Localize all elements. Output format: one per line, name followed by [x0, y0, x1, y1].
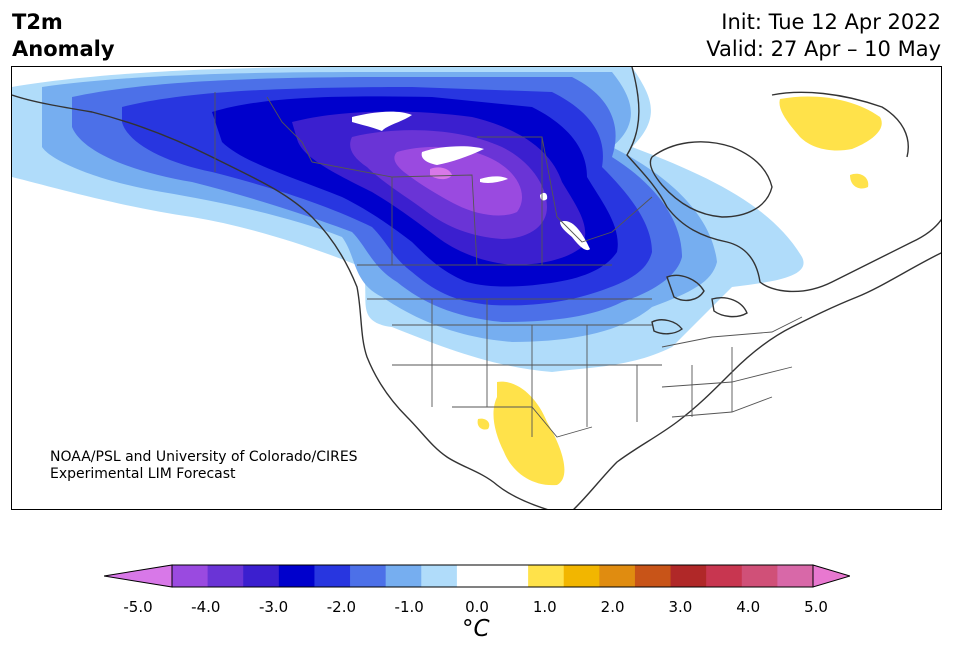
colorbar-swatch	[528, 565, 565, 587]
forecast-dates: Init: Tue 12 Apr 2022 Valid: 27 Apr – 10…	[706, 9, 941, 63]
title-line-2: Anomaly	[12, 37, 115, 61]
credit-text: NOAA/PSL and University of Colorado/CIRE…	[50, 449, 358, 483]
map-canvas	[12, 67, 941, 509]
colorbar-tick-label: -1.0	[394, 598, 424, 616]
init-date: Init: Tue 12 Apr 2022	[721, 10, 941, 34]
colorbar-extend-high	[812, 564, 850, 588]
colorbar-swatch	[207, 565, 244, 587]
colorbar-extend-low	[104, 564, 173, 588]
colorbar-tick-label: 3.0	[668, 598, 693, 616]
credit-line-1: NOAA/PSL and University of Colorado/CIRE…	[50, 449, 358, 465]
colorbar-frame	[171, 564, 814, 588]
colorbar-swatch	[670, 565, 707, 587]
colorbar-swatch	[314, 565, 351, 587]
colorbar-tick-label: 5.0	[804, 598, 828, 616]
colorbar-swatch	[706, 565, 743, 587]
colorbar-tick-label: -4.0	[191, 598, 221, 616]
colorbar-swatch	[278, 565, 315, 587]
colorbar	[104, 564, 850, 588]
colorbar-tick-label: -3.0	[258, 598, 289, 616]
contour-plus-0-5-labrador	[779, 96, 882, 151]
colorbar-swatch	[456, 565, 493, 587]
colorbar-tick-label: 2.0	[600, 598, 625, 616]
colorbar-tick-label: -5.0	[123, 598, 153, 616]
warm-anomaly-contours	[477, 96, 882, 486]
map-title: T2m Anomaly	[12, 9, 115, 63]
colorbar-swatch	[350, 565, 387, 587]
lake-great-bear	[352, 111, 412, 131]
colorbar-swatch	[172, 565, 209, 587]
contour-plus-0-5-quebec	[850, 173, 869, 189]
colorbar-tick-label: 1.0	[532, 598, 557, 616]
colorbar-swatches	[104, 564, 850, 588]
colorbar-swatch	[421, 565, 458, 587]
contour-plus-0-5-baja	[477, 418, 490, 430]
colorbar-swatch	[492, 565, 529, 587]
valid-date: Valid: 27 Apr – 10 May	[706, 37, 941, 61]
credit-line-2: Experimental LIM Forecast	[50, 466, 236, 482]
colorbar-swatch	[777, 565, 814, 587]
colorbar-swatch	[385, 565, 422, 587]
contour-plus-0-5-southwest	[493, 381, 565, 486]
colorbar-swatch	[563, 565, 600, 587]
lake-athabasca	[480, 176, 508, 183]
colorbar-swatch	[741, 565, 778, 587]
colorbar-unit-label: °C	[462, 616, 490, 642]
colorbar-tick-label: 4.0	[736, 598, 761, 616]
colorbar-tick-label: -2.0	[326, 598, 357, 616]
anomaly-map: NOAA/PSL and University of Colorado/CIRE…	[11, 66, 942, 510]
colorbar-swatch	[243, 565, 280, 587]
lake-great-slave	[421, 146, 484, 165]
contour-minus-4-0	[394, 146, 522, 216]
colorbar-tick-label: 0.0	[465, 598, 489, 616]
cold-anomaly-contours	[12, 67, 804, 372]
colorbar-ticks: -5.0 -4.0 -3.0 -2.0 -1.0 0.0 1.0 2.0 3.0 4.0 5.0	[0, 598, 953, 618]
colorbar-swatch	[599, 565, 636, 587]
colorbar-swatch	[634, 565, 672, 587]
title-line-1: T2m	[12, 10, 63, 34]
political-borders	[214, 92, 803, 438]
